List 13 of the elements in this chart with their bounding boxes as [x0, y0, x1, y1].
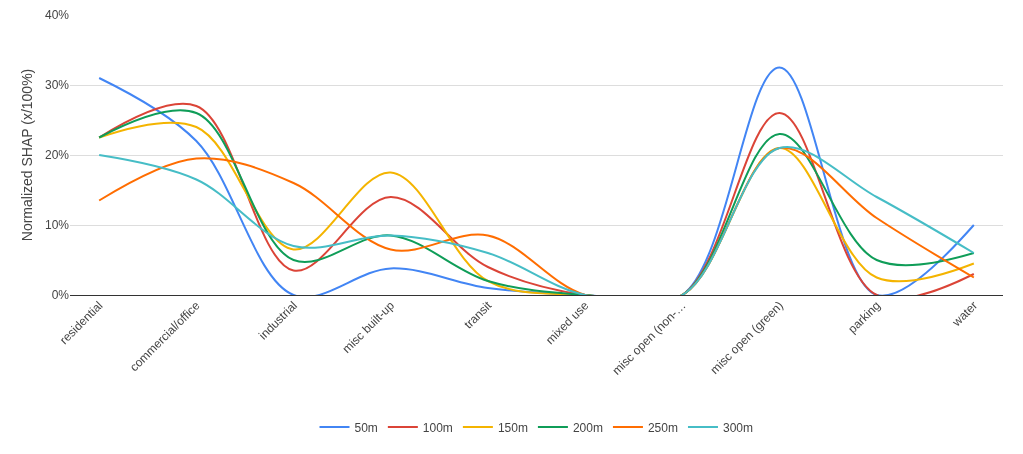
y-tick-label: 20%	[44, 148, 70, 163]
y-tick-label: 0%	[51, 288, 70, 303]
legend-label: 300m	[722, 420, 753, 435]
legend-label: 50m	[354, 420, 378, 435]
y-tick-label: 10%	[44, 218, 70, 233]
legend-label: 200m	[572, 420, 603, 435]
legend-label: 150m	[497, 420, 528, 435]
legend-label: 250m	[647, 420, 678, 435]
line-series	[98, 66, 975, 295]
legend-label: 100m	[422, 420, 453, 435]
y-axis-title: Normalized SHAP (x/100%)	[19, 68, 35, 242]
y-tick-label: 30%	[44, 78, 70, 93]
y-tick-label: 40%	[44, 8, 70, 23]
